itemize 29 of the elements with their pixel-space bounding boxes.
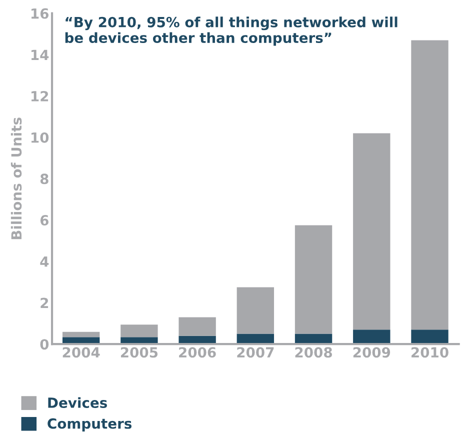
bar [353,133,390,330]
y-tick-label: 6 [40,215,49,226]
x-tick-label: 2005 [120,347,158,358]
bar [62,332,100,338]
y-tick-label: 10 [31,132,49,143]
bar [178,317,216,336]
x-tick-label: 2006 [179,347,216,358]
y-axis-title: Billions of Units [10,118,22,240]
x-tick-label: 2008 [295,347,332,358]
bar [120,324,158,338]
y-tick-label: 16 [31,8,49,19]
y-tick-label: 12 [31,90,48,102]
y-tick-label: 2 [40,298,48,308]
legend-label: Computers [48,418,132,432]
x-tick-label: 2004 [62,347,100,358]
bar [294,225,332,334]
y-tick-label: 8 [40,174,48,184]
y-tick-label: 4 [40,256,49,267]
bar [411,330,448,344]
bar [236,287,274,334]
y-tick-label: 0 [40,339,49,350]
text: “By 2010, 95% of all things networked will be devices other than computers” [65,16,398,46]
legend-label: Devices [48,397,107,408]
x-tick-label: 2009 [353,347,390,358]
y-tick-label: 14 [31,50,49,60]
x-tick-label: 2007 [237,347,274,358]
bar [353,330,390,344]
bar [411,40,448,330]
x-tick-label: 2010 [412,347,448,358]
